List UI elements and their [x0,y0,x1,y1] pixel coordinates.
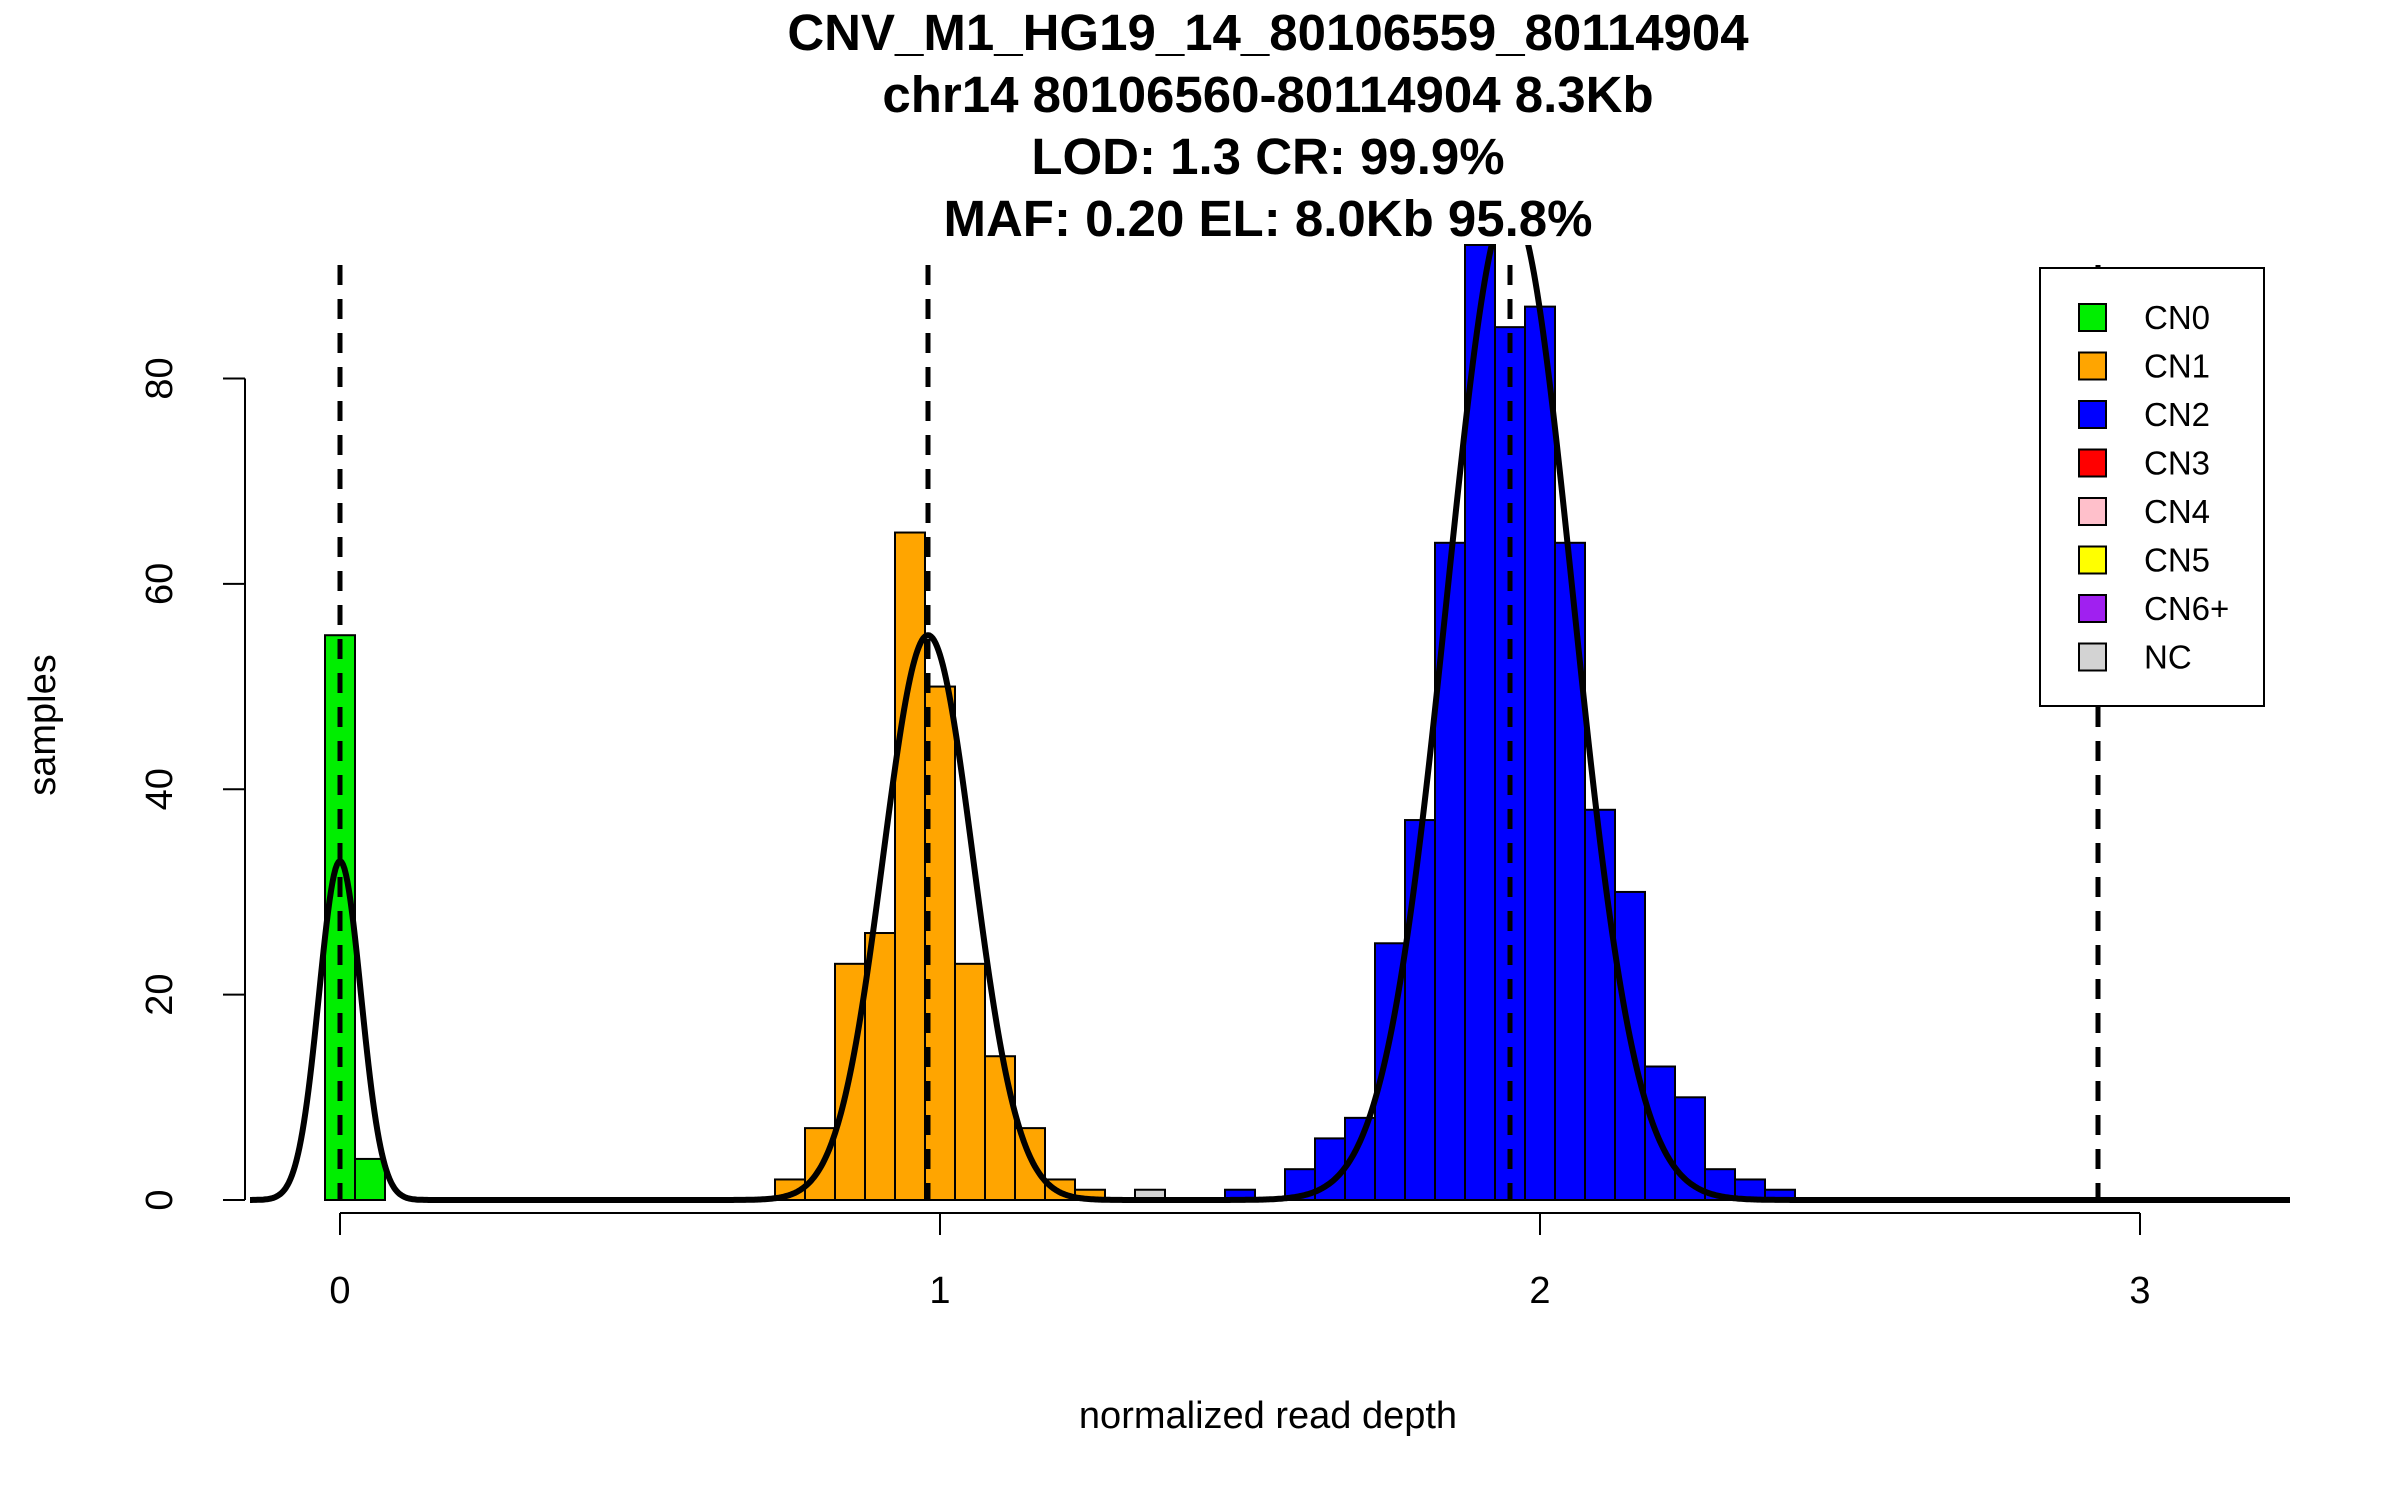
legend: CN0 CN1 CN2 CN3 CN4 CN5 CN6+ NC [2039,267,2265,707]
axes: 0 1 2 3 0 20 40 60 80 [139,357,2151,1312]
x-tick-label-2: 2 [1529,1270,1550,1312]
title-line-1: CNV_M1_HG19_14_80106559_80114904 [787,4,1749,61]
bar-cn1-8 [954,962,986,1201]
x-tick-label-0: 0 [329,1270,350,1312]
legend-swatch-cn2 [2078,400,2107,429]
legend-label-nc: NC [2144,639,2192,676]
chart-title: CNV_M1_HG19_14_80106559_80114904 chr14 8… [787,4,1749,247]
bar-cn2-23 [1524,305,1556,1201]
x-tick-label-3: 3 [2129,1270,2150,1312]
legend-label-cn6plus: CN6+ [2144,590,2229,627]
y-tick-label-60: 60 [139,563,181,605]
title-line-2: chr14 80106560-80114904 8.3Kb [882,66,1653,123]
bar-cn1-10 [1014,1127,1046,1202]
bar-cn2-22 [1494,326,1526,1202]
legend-box [2039,267,2265,707]
legend-label-cn4: CN4 [2144,493,2210,530]
bar-cn1-5 [864,932,896,1201]
legend-label-cn5: CN5 [2144,542,2210,579]
bar-cn0-1 [354,1157,386,1201]
x-tick-label-1: 1 [929,1270,950,1312]
legend-swatch-cn4 [2078,497,2107,526]
x-axis-label: normalized read depth [1079,1395,1457,1437]
density-curve [250,245,2290,1203]
legend-swatch-nc [2078,642,2107,672]
legend-swatch-cn3 [2078,448,2107,478]
title-line-3: LOD: 1.3 CR: 99.9% [1031,128,1504,185]
legend-swatch-cn0 [2078,303,2107,332]
y-tick-label-40: 40 [139,768,181,810]
bar-cn2-27 [1644,1065,1676,1201]
legend-swatch-cn1 [2078,351,2107,381]
legend-label-cn0: CN0 [2144,299,2210,336]
y-tick-label-0: 0 [139,1189,181,1210]
legend-label-cn3: CN3 [2144,445,2210,482]
legend-swatch-cn6plus [2078,594,2107,623]
y-tick-label-20: 20 [139,973,181,1015]
bar-cn1-9 [984,1055,1016,1202]
title-line-4: MAF: 0.20 EL: 8.0Kb 95.8% [943,190,1592,247]
y-tick-label-80: 80 [139,357,181,399]
bar-cn2-25 [1584,808,1616,1202]
density-curves [250,245,2290,1203]
legend-swatch-cn5 [2078,545,2107,575]
bar-cn1-6 [894,531,926,1201]
dashed-reference-lines [337,265,2101,1200]
legend-label-cn2: CN2 [2144,396,2210,433]
histogram-bars [324,244,1796,1202]
y-axis-label: samples [22,654,64,796]
legend-label-cn1: CN1 [2144,348,2210,385]
bar-cn2-19 [1404,819,1436,1201]
bar-cn1-7 [924,685,956,1201]
